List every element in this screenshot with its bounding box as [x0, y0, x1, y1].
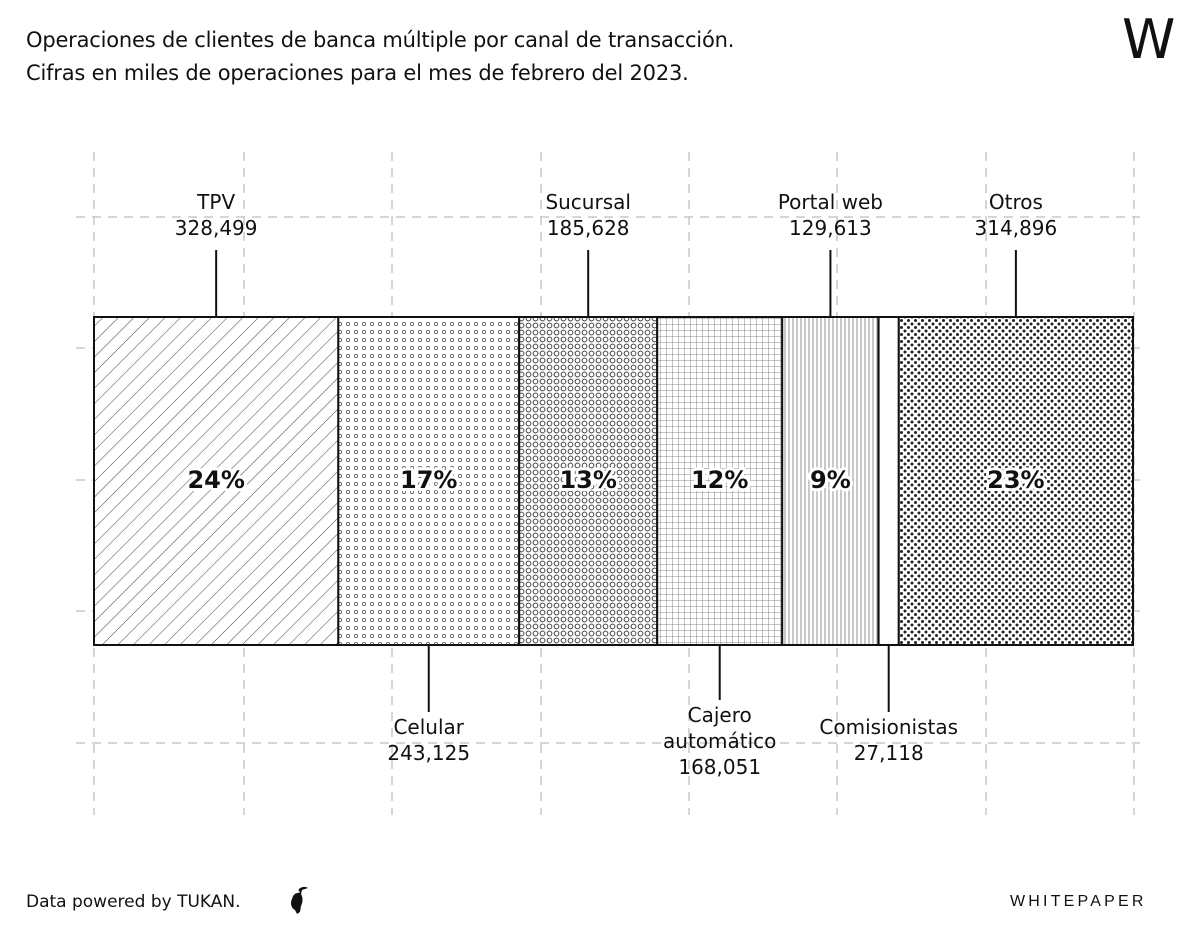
percent-label-cajero-automatico: 12% — [691, 466, 748, 494]
percent-label-portal-web: 9% — [810, 466, 851, 494]
chart-title: Operaciones de clientes de banca múltipl… — [26, 24, 734, 90]
bar-segment-comisionistas — [877, 316, 900, 646]
data-source-credit: Data powered by TUKAN. — [26, 892, 241, 912]
category-label-comisionistas: Comisionistas — [819, 715, 958, 739]
category-label-otros: Otros — [989, 190, 1043, 214]
value-label-comisionistas: 27,118 — [854, 741, 924, 765]
value-label-celular: 243,125 — [387, 741, 470, 765]
value-label-portal-web: 129,613 — [789, 216, 872, 240]
bar-segment-cajero-automatico — [656, 316, 784, 646]
bar-segment-portal-web — [781, 316, 880, 646]
tukan-bird-icon — [291, 886, 308, 914]
category-label-portal-web: Portal web — [778, 190, 883, 214]
category-label-celular: Celular — [393, 715, 464, 739]
bar-segment-otros — [897, 316, 1134, 646]
value-label-cajero-automatico: 168,051 — [678, 755, 761, 779]
category-label-cajero-automatico: Cajero — [688, 703, 752, 727]
percent-label-otros: 23% — [987, 466, 1044, 494]
whitepaper-wordmark: WHITEPAPER — [1010, 893, 1147, 910]
category-label-sucursal: Sucursal — [545, 190, 631, 214]
percent-label-sucursal: 13% — [559, 466, 616, 494]
whitepaper-logo: W — [1122, 8, 1176, 71]
bar-segment-tpv — [93, 316, 340, 646]
bar-segments — [93, 316, 1134, 646]
category-label-tpv: TPV — [196, 190, 235, 214]
value-label-sucursal: 185,628 — [547, 216, 630, 240]
chart-title-line-2: Cifras en miles de operaciones para el m… — [26, 61, 689, 85]
percent-label-tpv: 24% — [187, 466, 244, 494]
category-label-cajero-automatico: automático — [663, 729, 776, 753]
value-label-tpv: 328,499 — [175, 216, 258, 240]
percent-label-celular: 17% — [400, 466, 457, 494]
value-label-otros: 314,896 — [975, 216, 1058, 240]
chart-title-line-1: Operaciones de clientes de banca múltipl… — [26, 28, 735, 52]
